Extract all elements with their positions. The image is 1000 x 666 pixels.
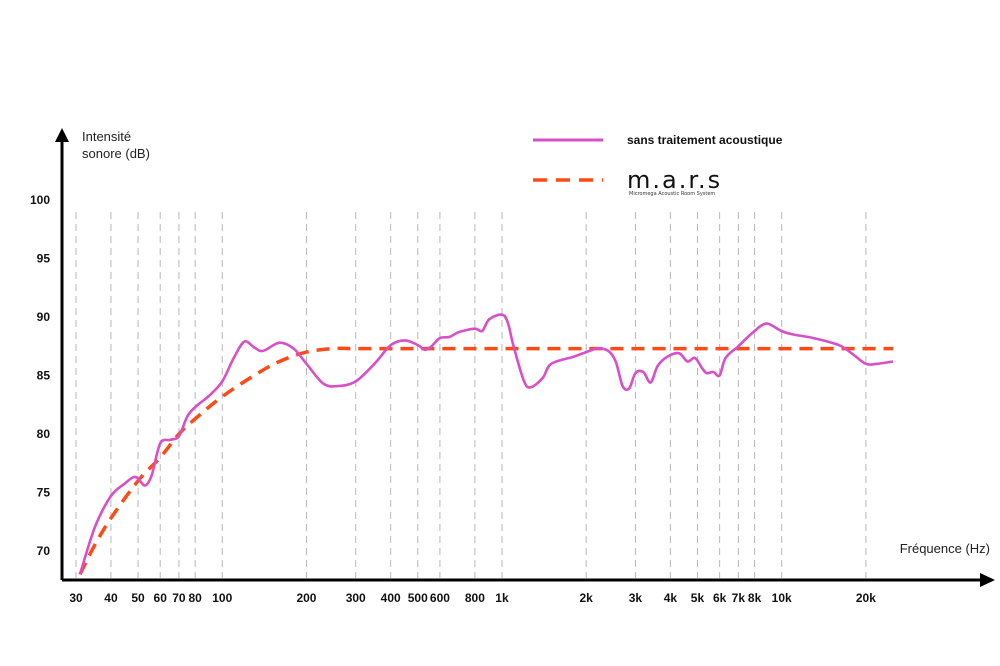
x-tick-10k: 10k: [772, 591, 792, 605]
mars-logo: m.a.r.s Micromega Acoustic Room System: [627, 166, 722, 197]
x-tick-50: 50: [131, 591, 145, 605]
x-tick-800: 800: [465, 591, 485, 605]
x-tick-400: 400: [381, 591, 401, 605]
y-axis: [55, 128, 69, 580]
x-tick-5k: 5k: [691, 591, 705, 605]
series-line-mars: [78, 346, 893, 576]
x-tick-8k: 8k: [748, 591, 762, 605]
legend: sans traitement acoustique m.a.r.s Micro…: [533, 133, 783, 197]
mars-logo-subtitle: Micromega Acoustic Room System: [629, 191, 715, 197]
x-axis-arrowhead: [980, 573, 995, 587]
x-tick-2k: 2k: [579, 591, 593, 605]
x-tick-30: 30: [69, 591, 83, 605]
x-tick-labels: 30 40 50 60 70 80 100 200 300 400 500 600 800 1k 2k 3k 4…: [69, 591, 876, 605]
y-tick-100: 100: [30, 193, 50, 207]
legend-label-untreated: sans traitement acoustique: [627, 133, 783, 147]
y-tick-70: 70: [37, 544, 51, 558]
x-tick-300: 300: [346, 591, 366, 605]
x-tick-200: 200: [296, 591, 316, 605]
vertical-grid: [75, 212, 867, 578]
y-tick-80: 80: [37, 427, 51, 441]
x-tick-40: 40: [104, 591, 118, 605]
y-tick-labels: 100 95 90 85 80 75 70: [30, 193, 50, 558]
x-tick-70: 70: [172, 591, 186, 605]
x-tick-80: 80: [188, 591, 202, 605]
series-line-untreated: [78, 313, 894, 575]
y-axis-label-line1: Intensité: [82, 129, 131, 144]
x-tick-7k: 7k: [732, 591, 746, 605]
y-axis-arrowhead: [55, 128, 69, 142]
x-axis: [62, 573, 995, 587]
x-tick-60: 60: [154, 591, 168, 605]
x-tick-500: 500: [408, 591, 428, 605]
x-tick-600: 600: [430, 591, 450, 605]
x-axis-label: Fréquence (Hz): [900, 541, 990, 556]
x-tick-100: 100: [212, 591, 232, 605]
y-tick-95: 95: [37, 252, 51, 266]
x-tick-3k: 3k: [629, 591, 643, 605]
x-tick-4k: 4k: [664, 591, 678, 605]
x-tick-1k: 1k: [495, 591, 509, 605]
x-tick-20k: 20k: [856, 591, 876, 605]
data-series: [78, 313, 894, 576]
mars-logo-text: m.a.r.s: [627, 166, 722, 194]
y-axis-label-line2: sonore (dB): [82, 146, 150, 161]
y-tick-90: 90: [37, 310, 51, 324]
y-tick-85: 85: [37, 369, 51, 383]
y-tick-75: 75: [37, 486, 51, 500]
x-tick-6k: 6k: [713, 591, 727, 605]
